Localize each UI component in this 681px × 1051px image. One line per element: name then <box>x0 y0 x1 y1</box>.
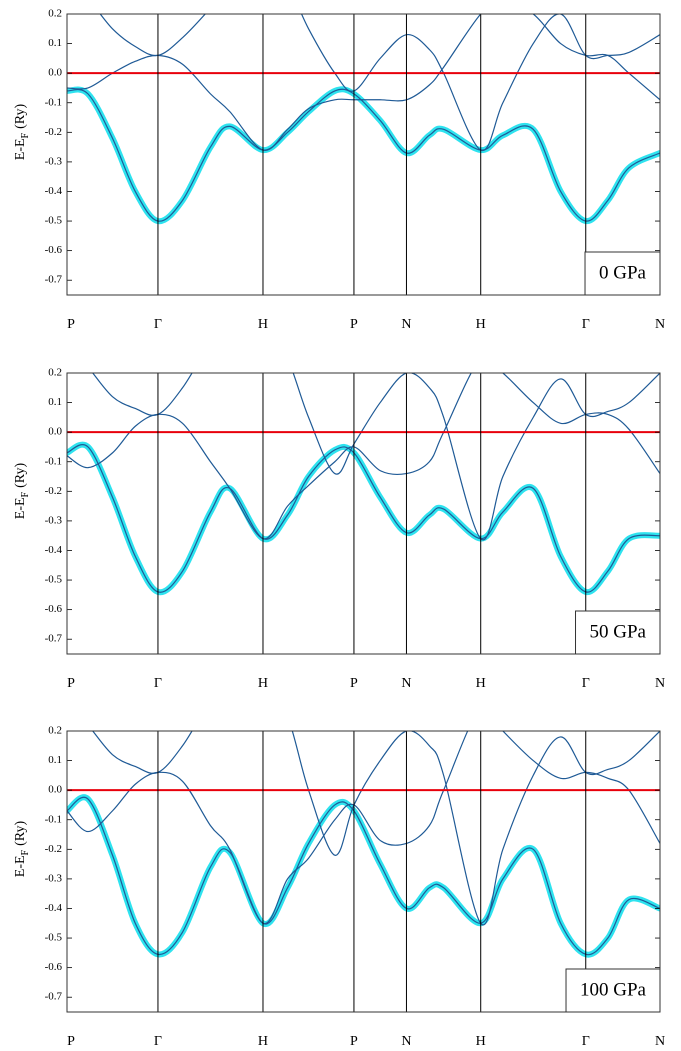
y-tick-label: -0.5 <box>45 215 63 227</box>
y-tick-label: -0.4 <box>45 544 63 556</box>
y-tick-label: -0.3 <box>45 155 63 167</box>
y-tick-label: 0.2 <box>48 8 62 20</box>
band-line <box>92 373 660 541</box>
x-tick-label: P <box>67 676 75 691</box>
y-axis-label: E-EF (Ry) <box>13 820 31 877</box>
y-tick-label: -0.6 <box>45 244 63 256</box>
y-label-sub: F <box>20 132 31 138</box>
y-tick-label: 0.0 <box>48 67 62 79</box>
x-tick-label: Γ <box>582 676 590 691</box>
x-tick-label: Γ <box>582 317 590 332</box>
x-tick-label: H <box>258 1034 268 1049</box>
band-highlight <box>67 794 660 958</box>
y-tick-label: 0.1 <box>48 754 62 766</box>
x-tick-label: H <box>476 317 486 332</box>
y-tick-label: 0.0 <box>48 426 62 438</box>
x-tick-label: H <box>258 317 268 332</box>
y-label-unit: (Ry) <box>13 103 28 128</box>
y-tick-label: -0.3 <box>45 872 63 884</box>
annotation-box <box>584 251 661 296</box>
x-tick-label: Γ <box>154 676 162 691</box>
x-tick-label: P <box>67 1034 75 1049</box>
y-tick-label: -0.7 <box>45 633 63 645</box>
y-axis-label: E-EF (Ry) <box>13 462 31 519</box>
y-label-main: E-E <box>13 855 28 877</box>
band-line <box>67 14 660 151</box>
x-tick-label: Γ <box>154 317 162 332</box>
y-tick-label: 0.0 <box>48 784 62 796</box>
y-label-main: E-E <box>13 138 28 160</box>
y-tick-label: -0.6 <box>45 603 63 615</box>
x-tick-label: N <box>401 1034 411 1049</box>
band-highlight <box>67 86 660 225</box>
y-tick-label: -0.1 <box>45 455 62 467</box>
x-tick-label: P <box>350 676 358 691</box>
x-tick-label: P <box>350 317 358 332</box>
y-tick-label: -0.5 <box>45 932 63 944</box>
plot-area <box>67 14 660 225</box>
y-tick-label: 0.2 <box>48 725 62 737</box>
y-tick-label: 0.2 <box>48 367 62 379</box>
y-tick-label: -0.3 <box>45 514 63 526</box>
y-axis-label: E-EF (Ry) <box>13 103 31 160</box>
band-line <box>67 373 660 540</box>
y-tick-label: -0.7 <box>45 991 63 1003</box>
y-tick-label: -0.2 <box>45 485 62 497</box>
x-tick-label: N <box>655 317 665 332</box>
x-tick-label: Γ <box>154 1034 162 1049</box>
y-tick-label: 0.1 <box>48 37 62 49</box>
y-tick-label: -0.1 <box>45 96 62 108</box>
x-tick-label: N <box>655 676 665 691</box>
y-tick-label: -0.7 <box>45 274 63 286</box>
y-tick-label: -0.5 <box>45 574 63 586</box>
annotation-box <box>565 968 661 1013</box>
band-line <box>99 14 660 151</box>
x-tick-label: H <box>476 676 486 691</box>
x-tick-label: N <box>655 1034 665 1049</box>
y-tick-label: -0.2 <box>45 126 62 138</box>
plot-area <box>67 373 660 596</box>
annotation: 100 GPa <box>580 979 647 1000</box>
y-label-main: E-E <box>13 497 28 519</box>
band-line <box>67 796 660 956</box>
band-line <box>67 731 660 924</box>
x-tick-label: P <box>67 317 75 332</box>
plot-area <box>67 731 660 958</box>
x-tick-label: N <box>401 317 411 332</box>
y-label-unit: (Ry) <box>13 820 28 845</box>
x-tick-label: N <box>401 676 411 691</box>
x-tick-label: P <box>350 1034 358 1049</box>
y-tick-label: -0.2 <box>45 843 62 855</box>
y-tick-label: -0.1 <box>45 813 62 825</box>
band-line <box>92 731 660 926</box>
annotation: 50 GPa <box>590 621 647 642</box>
y-label-unit: (Ry) <box>13 462 28 487</box>
plot-frame <box>66 730 661 1013</box>
y-label-sub: F <box>20 491 31 497</box>
annotation-box <box>575 610 661 655</box>
y-label-sub: F <box>20 849 31 855</box>
x-tick-label: Γ <box>582 1034 590 1049</box>
y-tick-label: 0.1 <box>48 396 62 408</box>
plot-frame <box>66 372 661 655</box>
annotation: 0 GPa <box>599 262 647 283</box>
x-tick-label: H <box>476 1034 486 1049</box>
x-tick-label: H <box>258 676 268 691</box>
band-line <box>67 88 660 222</box>
y-tick-label: -0.6 <box>45 961 63 973</box>
plot-frame <box>66 13 661 296</box>
y-tick-label: -0.4 <box>45 902 63 914</box>
y-tick-label: -0.4 <box>45 185 63 197</box>
